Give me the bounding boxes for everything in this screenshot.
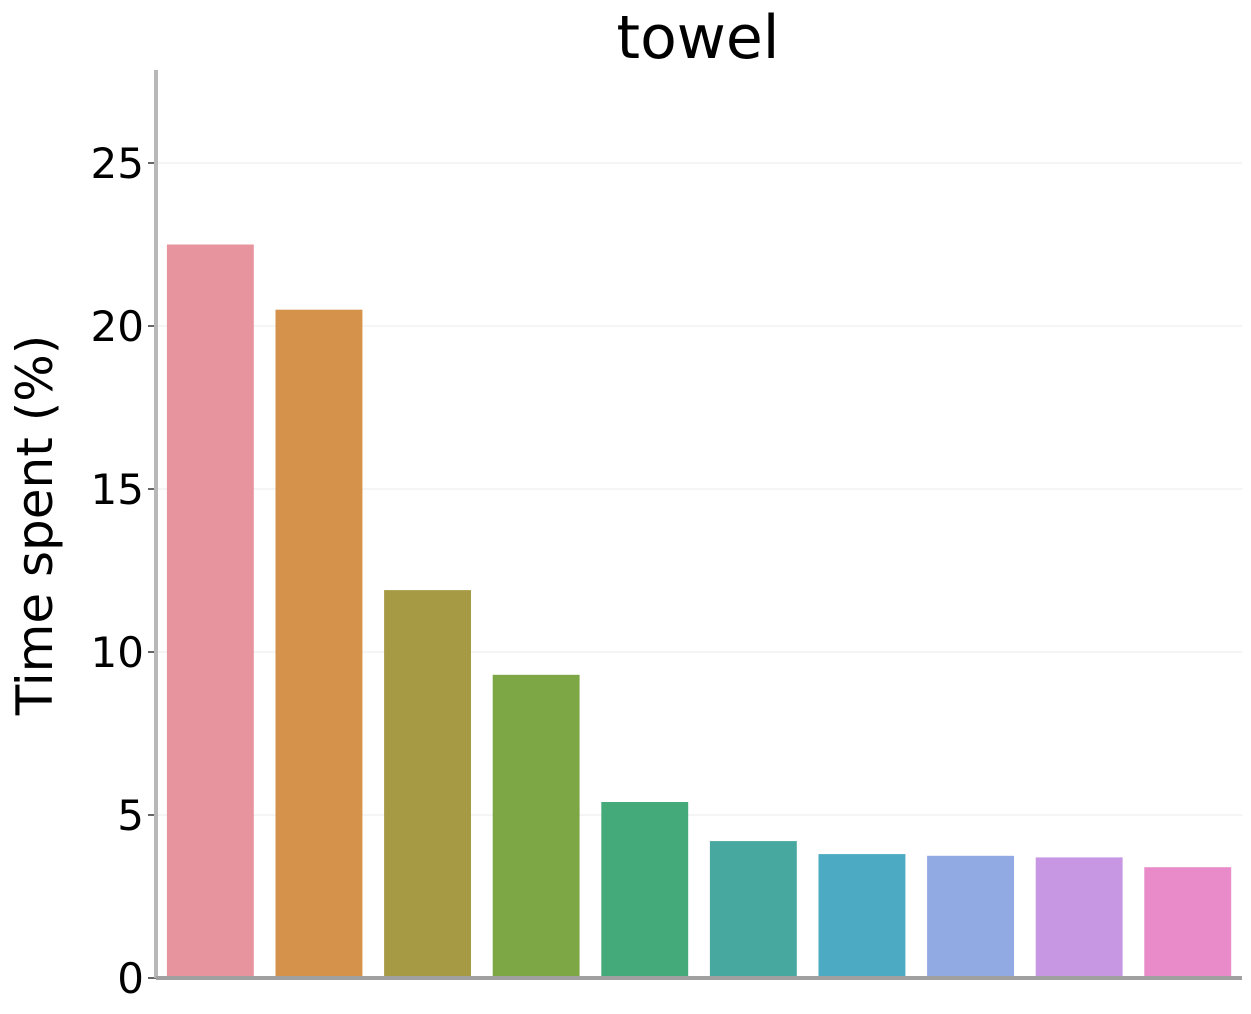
bar (1035, 857, 1123, 978)
y-axis-ticks: 0 5 10 15 20 25 (91, 139, 156, 1003)
bar (709, 841, 797, 978)
bar (1144, 867, 1232, 978)
bar (166, 244, 254, 978)
y-tick-label: 25 (91, 139, 144, 188)
y-axis-label: Time spent (%) (6, 335, 64, 717)
bar (927, 855, 1014, 979)
chart-title: towel (617, 3, 780, 73)
bar (818, 854, 906, 978)
y-tick-label: 10 (91, 628, 144, 677)
bar (601, 802, 689, 978)
bars (166, 244, 1232, 979)
bar (275, 309, 363, 978)
bar (492, 674, 580, 978)
bar (384, 590, 471, 978)
y-tick-label: 0 (117, 954, 144, 1003)
y-tick-label: 20 (91, 302, 144, 351)
y-tick-label: 15 (91, 465, 144, 514)
y-tick-label: 5 (117, 791, 144, 840)
